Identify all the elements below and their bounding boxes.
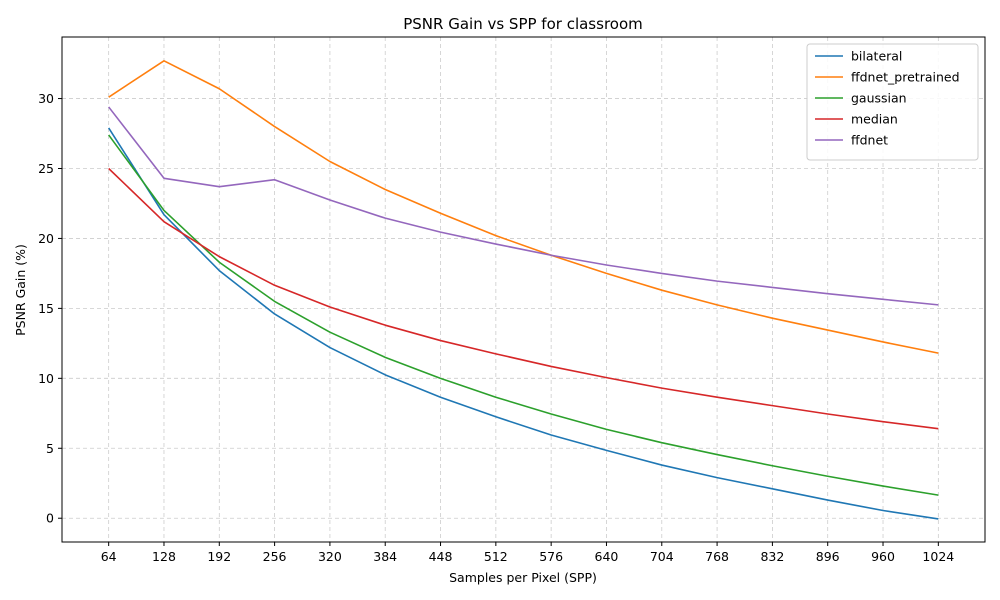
x-tick-label: 640 [595,549,619,564]
x-axis-label: Samples per Pixel (SPP) [449,570,597,585]
legend-entry: bilateral [851,49,902,64]
legend-entry: median [851,112,898,127]
series-line-median [108,167,939,430]
legend-entry: ffdnet_pretrained [851,70,960,85]
y-tick-label: 20 [38,231,54,246]
y-tick-label: 0 [46,511,54,526]
chart-title: PSNR Gain vs SPP for classroom [403,15,643,33]
x-tick-label: 832 [760,549,784,564]
y-tick-label: 25 [38,161,54,176]
series-line-ffdnet [108,106,939,306]
legend-box [806,43,979,161]
legend: bilateral ffdnet_pretrained gaussian median… [806,43,979,161]
x-tick-label: 64 [101,549,117,564]
series-line-ffdnet_pretrained [108,59,939,354]
series-line-bilateral [107,127,939,520]
x-tick-label: 256 [263,549,287,564]
y-tick-label: 10 [38,371,54,386]
x-tick-label: 192 [207,549,231,564]
x-tick-label: 384 [373,549,397,564]
x-axis-ticks: 64 128 192 256 320 384 448 512 576 640 704 768 832 89… [101,542,954,564]
x-tick-label: 960 [871,549,895,564]
series-lines [107,59,939,520]
legend-entry: ffdnet [851,133,888,148]
y-tick-label: 30 [38,91,54,106]
y-tick-label: 15 [38,301,54,316]
series-line-gaussian [108,134,939,496]
x-tick-label: 1024 [922,549,954,564]
x-tick-label: 512 [484,549,508,564]
x-tick-label: 128 [152,549,176,564]
x-tick-label: 896 [816,549,840,564]
legend-entry: gaussian [851,91,907,106]
x-tick-label: 448 [429,549,453,564]
y-axis-ticks: 0 5 10 15 20 25 30 [38,91,62,526]
x-tick-label: 320 [318,549,342,564]
y-tick-label: 5 [46,441,54,456]
plot-frame [61,36,986,543]
x-tick-label: 576 [539,549,563,564]
x-tick-label: 768 [705,549,729,564]
x-tick-label: 704 [650,549,674,564]
y-axis-label: PSNR Gain (%) [13,244,28,336]
